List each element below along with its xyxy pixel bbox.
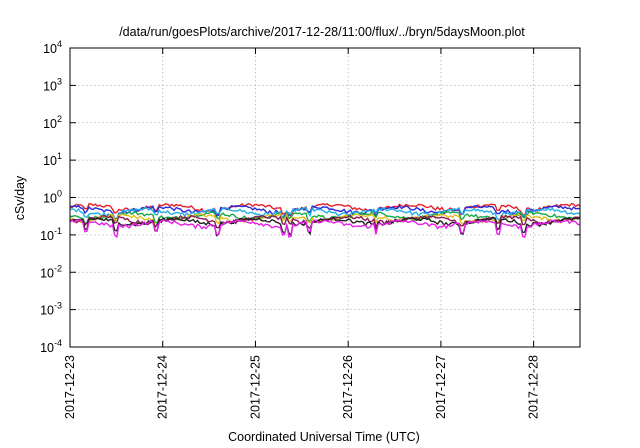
y-tick-label: 100: [43, 189, 62, 206]
x-tick-label: 2017-12-27: [434, 355, 448, 419]
y-tick-label: 10-4: [40, 338, 62, 355]
x-tick-label: 2017-12-26: [341, 355, 355, 419]
x-tick-label: 2017-12-24: [156, 355, 170, 419]
y-tick-label: 10-1: [40, 226, 62, 243]
y-axis-label: cSv/day: [13, 175, 27, 220]
series-line: [69, 214, 581, 230]
x-axis: 2017-12-23 2017-12-24 2017-12-25 2017-12-26…: [63, 48, 541, 419]
x-tick-label: 2017-12-28: [527, 355, 541, 419]
grid: [69, 48, 580, 347]
y-tick-label: 10-3: [40, 301, 62, 318]
x-tick-label: 2017-12-25: [248, 355, 262, 419]
chart-title: /data/run/goesPlots/archive/2017-12-28/1…: [119, 25, 525, 39]
y-tick-label: 101: [43, 151, 62, 168]
series-group: [69, 202, 581, 239]
series-line: [69, 206, 581, 221]
y-tick-label: 104: [43, 39, 62, 56]
y-tick-label: 102: [43, 114, 62, 131]
x-tick-label: 2017-12-23: [63, 355, 77, 419]
series-line: [69, 219, 581, 239]
series-line: [69, 204, 581, 221]
y-axis: 10-4 10-3 10-2 10-1 100 101 102 103 104: [40, 39, 580, 355]
x-axis-label: Coordinated Universal Time (UTC): [228, 430, 420, 444]
y-tick-label: 10-2: [40, 263, 62, 280]
y-tick-label: 103: [43, 76, 62, 93]
